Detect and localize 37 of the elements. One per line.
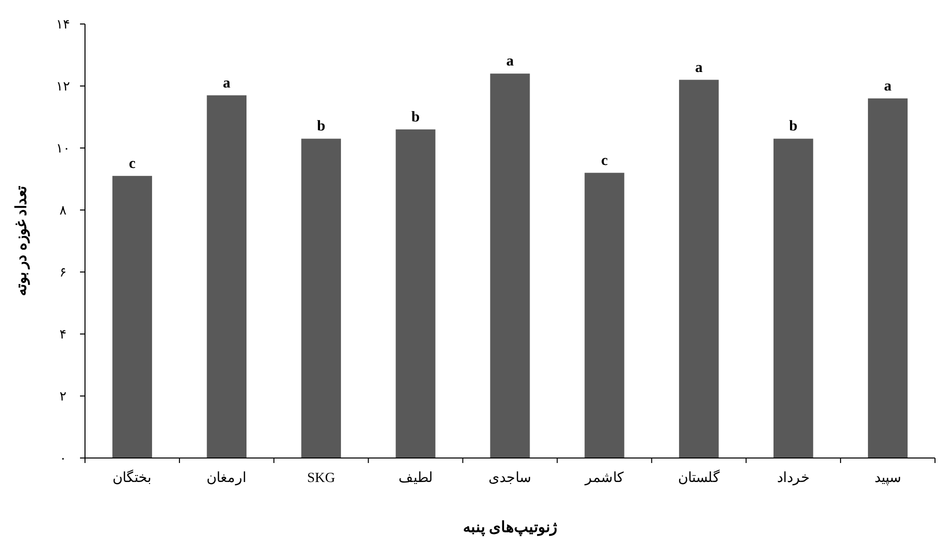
x-tick-label: لطیف — [398, 471, 433, 486]
bar — [679, 80, 719, 458]
bar — [774, 138, 814, 458]
annotation: c — [128, 156, 136, 172]
x-tick-label: گلستان — [678, 469, 720, 486]
y-tick-label: ۰ — [60, 450, 66, 466]
bar — [112, 176, 152, 458]
bar — [868, 98, 908, 458]
annotation: b — [316, 118, 326, 135]
x-tick-label: SKG — [307, 471, 336, 486]
y-tick-label: ۱۰ — [56, 140, 70, 156]
bar — [490, 74, 530, 458]
x-axis-title: ژنوتیپ‌های پنبه — [463, 520, 557, 537]
annotation: b — [789, 118, 798, 135]
annotation: a — [506, 54, 514, 70]
y-tick-label: ۱۲ — [56, 78, 70, 94]
x-tick-label: ارمغان — [206, 471, 247, 486]
x-tick-label: کاشمر — [584, 471, 624, 486]
annotation: a — [695, 60, 704, 76]
y-tick-label: ۸ — [60, 202, 66, 218]
y-tick-label: ۶ — [60, 264, 66, 280]
bar — [396, 129, 436, 458]
x-tick-label: بختگان — [112, 469, 152, 486]
bar — [584, 172, 624, 458]
x-tick-label: ساجدی — [488, 471, 532, 486]
y-tick-label: ۴ — [60, 326, 66, 342]
x-tick-label: خرداد — [776, 471, 810, 486]
y-tick-label: ۱۴ — [56, 16, 70, 32]
x-tick-label: سپید — [874, 471, 902, 486]
y-axis-title: تعداد غوزه در بوته — [14, 186, 30, 296]
annotation: a — [884, 78, 892, 94]
y-tick-label: ۲ — [60, 388, 66, 404]
annotation: b — [411, 109, 420, 126]
bar — [301, 138, 341, 458]
bar — [206, 95, 246, 458]
annotation: a — [222, 75, 231, 92]
annotation: c — [601, 152, 608, 169]
